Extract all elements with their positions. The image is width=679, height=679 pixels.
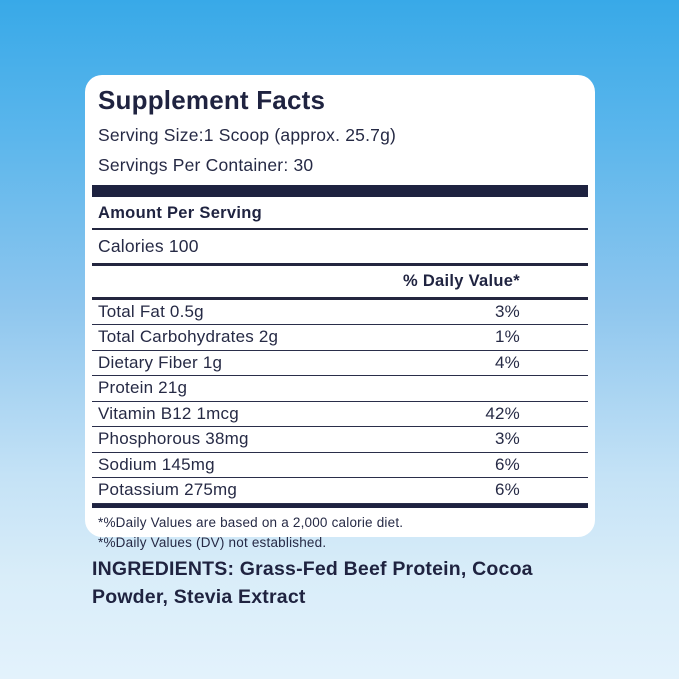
footnote-calorie-diet: *%Daily Values are based on a 2,000 calo… — [98, 514, 404, 530]
nutrient-label: Sodium 145mg — [98, 454, 215, 474]
amount-per-serving-label: Amount Per Serving — [92, 197, 588, 230]
nutrient-row-potassium: Potassium 275mg 6% — [92, 478, 588, 504]
divider-thick-bottom — [92, 503, 588, 508]
supplement-facts-panel: Supplement Facts Serving Size:1 Scoop (a… — [85, 75, 595, 550]
nutrient-label: Phosphorous 38mg — [98, 429, 249, 449]
calories-row: Calories 100 — [92, 230, 588, 266]
nutrient-row-phosphorous: Phosphorous 38mg 3% — [92, 427, 588, 453]
nutrient-row-sodium: Sodium 145mg 6% — [92, 453, 588, 479]
nutrient-row-total-carbohydrates: Total Carbohydrates 2g 1% — [92, 325, 588, 351]
nutrient-label: Total Fat 0.5g — [98, 301, 204, 321]
daily-value-header: % Daily Value* — [92, 266, 588, 300]
nutrient-row-protein: Protein 21g — [92, 376, 588, 402]
nutrient-value: 1% — [495, 327, 520, 347]
ingredients-text: INGREDIENTS: Grass-Fed Beef Protein, Coc… — [92, 558, 533, 608]
nutrient-label: Dietary Fiber 1g — [98, 352, 223, 372]
nutrient-label: Protein 21g — [98, 378, 188, 398]
servings-per-container-text: Servings Per Container: 30 — [98, 154, 314, 175]
nutrient-value: 4% — [495, 352, 520, 372]
nutrient-value: 6% — [495, 454, 520, 474]
nutrient-row-vitamin-b12: Vitamin B12 1mcg 42% — [92, 402, 588, 428]
nutrient-label: Potassium 275mg — [98, 480, 238, 500]
nutrient-value: 42% — [485, 403, 520, 423]
footnotes: *%Daily Values are based on a 2,000 calo… — [92, 508, 588, 553]
nutrient-label: Vitamin B12 1mcg — [98, 403, 239, 423]
panel-title: Supplement Facts — [98, 85, 326, 115]
nutrient-value: 3% — [495, 301, 520, 321]
nutrient-row-dietary-fiber: Dietary Fiber 1g 4% — [92, 351, 588, 377]
nutrient-value: 3% — [495, 429, 520, 449]
nutrient-row-total-fat: Total Fat 0.5g 3% — [92, 300, 588, 326]
nutrient-value: 6% — [495, 480, 520, 500]
serving-size-text: Serving Size:1 Scoop (approx. 25.7g) — [98, 124, 397, 145]
nutrient-label: Total Carbohydrates 2g — [98, 327, 279, 347]
divider-thick-top — [92, 184, 588, 197]
footnote-dv-not-established: *%Daily Values (DV) not established. — [98, 534, 327, 550]
